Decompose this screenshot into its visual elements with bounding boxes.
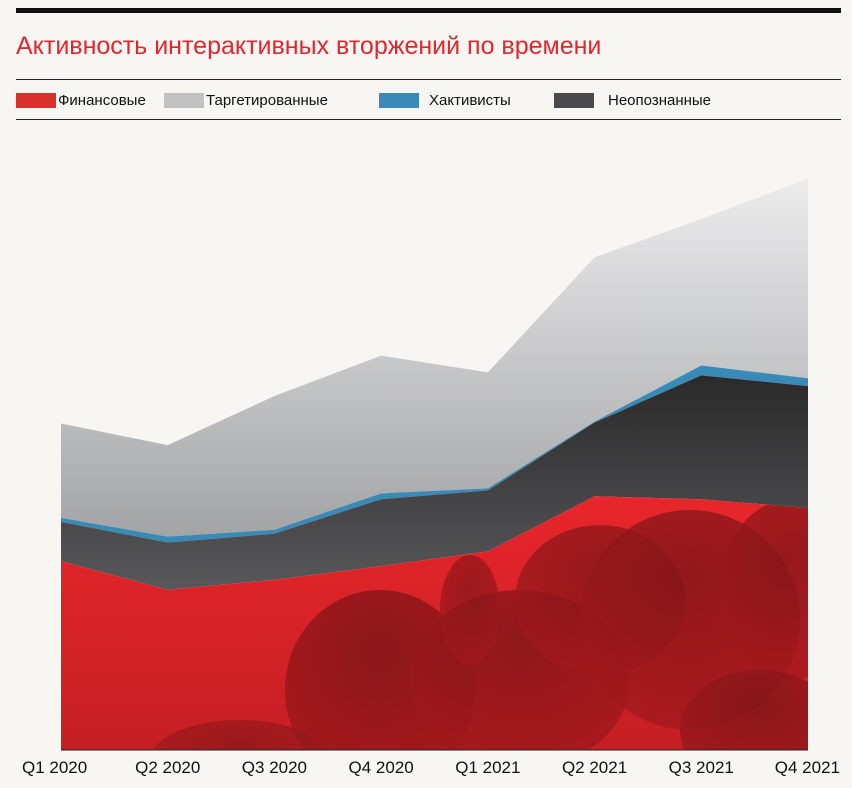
x-tick-label: Q3 2021 — [669, 758, 734, 777]
chart-title: Активность интерактивных вторжений по вр… — [16, 32, 602, 60]
legend-label-targeted: Таргетированные — [206, 91, 328, 109]
legend-top-rule — [16, 79, 841, 80]
legend-label-hacktivists: Хактивисты — [429, 91, 511, 109]
area-hacktivists — [61, 365, 808, 543]
legend: Финансовые Таргетированные Хактивисты Не… — [16, 90, 841, 110]
legend-label-unidentified: Неопознанные — [608, 91, 712, 109]
x-tick-label: Q2 2021 — [562, 758, 627, 777]
x-tick-label: Q3 2020 — [242, 758, 307, 777]
legend-bottom-rule — [16, 119, 841, 120]
legend-swatch-financial — [16, 92, 56, 108]
x-tick-label: Q4 2020 — [349, 758, 414, 777]
area-targeted — [61, 178, 808, 537]
legend-item-financial: Финансовые — [16, 90, 146, 110]
legend-item-hacktivists: Хактивисты — [379, 90, 511, 110]
legend-item-targeted: Таргетированные — [164, 90, 328, 110]
top-rule — [16, 8, 841, 13]
legend-swatch-hacktivists — [379, 92, 419, 108]
x-axis: Q1 2020 Q2 2020 Q3 2020 Q4 2020 Q1 2021 Q2 20… — [22, 749, 840, 777]
x-tick-label: Q4 2021 — [775, 758, 840, 777]
legend-item-unidentified: Неопознанные — [554, 90, 711, 110]
smoke-decoration — [150, 500, 808, 750]
x-tick-label: Q1 2021 — [455, 758, 520, 777]
legend-swatch-unidentified — [554, 92, 594, 108]
legend-label-financial: Финансовые — [58, 91, 146, 109]
x-tick-label: Q1 2020 — [22, 758, 87, 777]
area-unidentified — [61, 375, 808, 590]
legend-swatch-targeted — [164, 92, 204, 108]
x-tick-label: Q2 2020 — [135, 758, 200, 777]
